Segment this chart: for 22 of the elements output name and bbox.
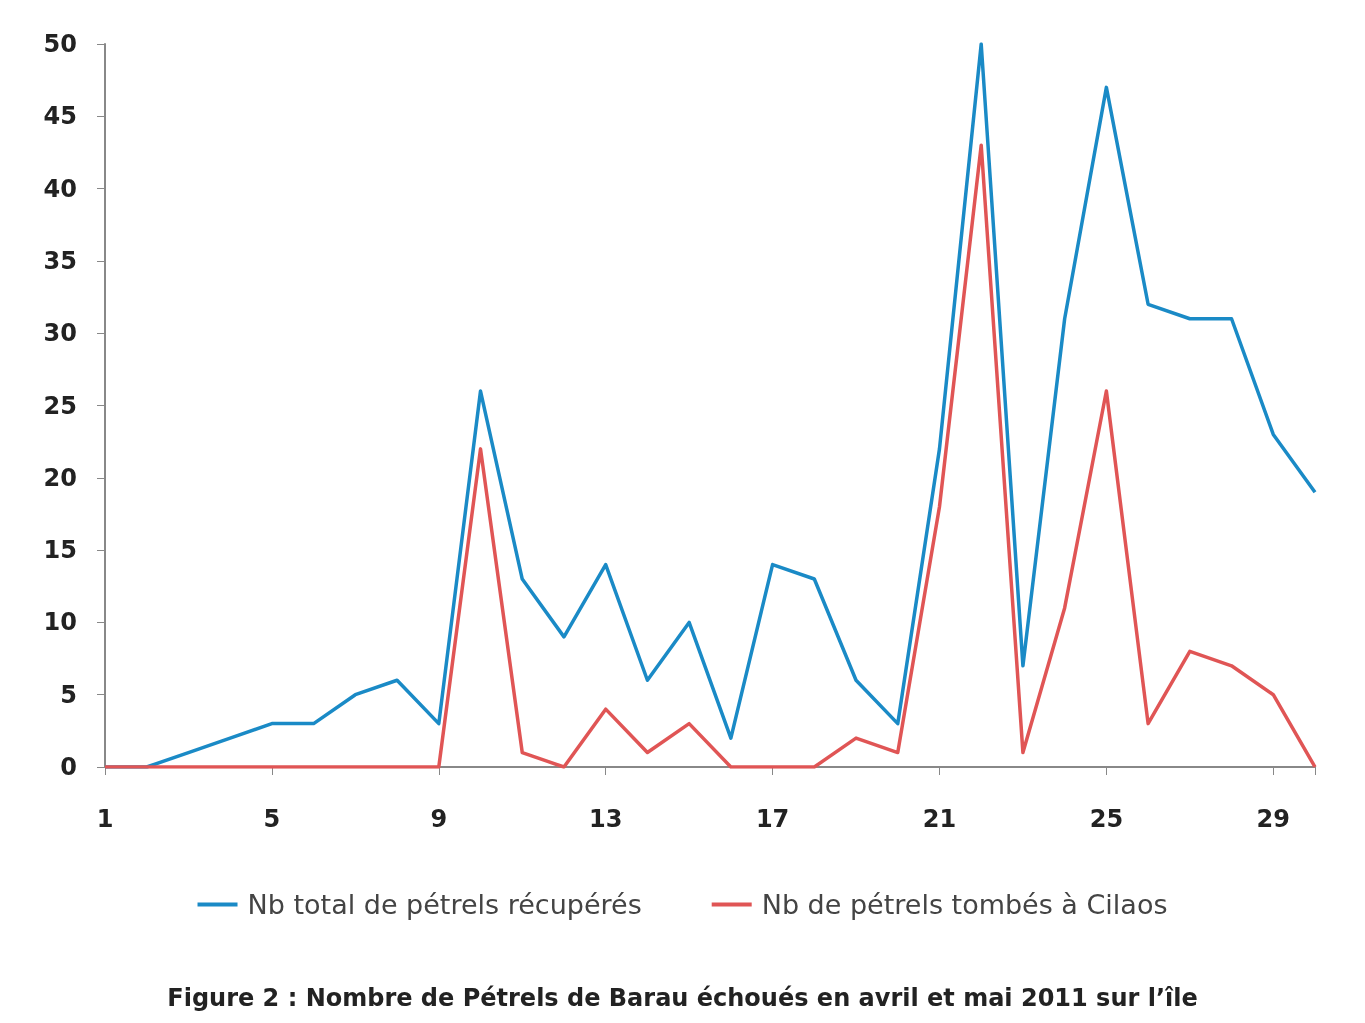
x-tick-label: 17 [755, 805, 790, 833]
y-tick-label: 35 [43, 246, 77, 275]
x-tick-label: 1 [96, 805, 114, 833]
y-tick-label: 10 [43, 608, 77, 637]
x-tick-label: 21 [922, 805, 957, 833]
y-tick-label: 0 [60, 753, 77, 781]
y-tick-label: 40 [43, 174, 77, 203]
y-tick-label: 25 [43, 391, 77, 420]
x-tick-label: 5 [263, 805, 281, 833]
y-tick-label: 20 [43, 463, 77, 492]
x-tick-label: 29 [1256, 805, 1290, 833]
x-tick-label: 25 [1089, 805, 1124, 833]
y-tick-label: 50 [43, 30, 77, 58]
x-tick-label: 13 [588, 805, 623, 833]
x-tick-label: 9 [430, 805, 448, 833]
y-tick-label: 30 [43, 319, 77, 348]
y-tick-label: 5 [60, 680, 77, 709]
y-tick-label: 15 [43, 536, 77, 565]
y-tick-label: 45 [43, 102, 77, 131]
legend-label: Nb total de pétrels récupérés [247, 889, 642, 920]
legend-label: Nb de pétrels tombés à Cilaos [761, 889, 1168, 920]
text: Figure 2 : Nombre de Pétrels de Barau échoués en avril et mai 2011 sur l’île [167, 984, 1198, 1012]
